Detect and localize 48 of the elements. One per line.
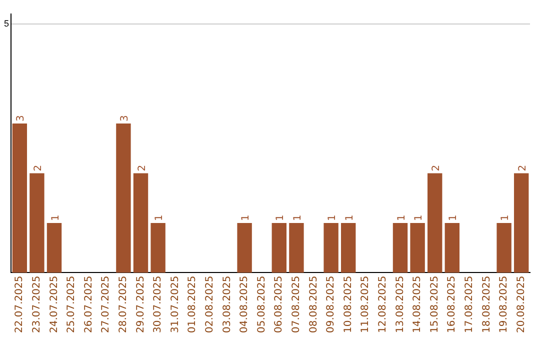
data-label: 2 bbox=[32, 164, 44, 172]
x-tick-label: 05.08.2025 bbox=[256, 276, 268, 334]
x-tick-label: 09.08.2025 bbox=[326, 276, 337, 334]
x-tick-label: 11.08.2025 bbox=[360, 276, 372, 334]
data-label: 1 bbox=[396, 214, 408, 221]
data-label: 1 bbox=[240, 214, 252, 221]
x-tick-label: 23.07.2025 bbox=[32, 276, 43, 334]
x-tick-label: 31.07.2025 bbox=[170, 276, 181, 334]
data-label: 2 bbox=[136, 164, 148, 172]
data-label: 2 bbox=[430, 164, 442, 172]
x-tick-label: 03.08.2025 bbox=[222, 276, 233, 334]
x-tick-label: 10.08.2025 bbox=[342, 276, 354, 334]
x-tick-label: 02.08.2025 bbox=[204, 276, 216, 334]
data-label: 1 bbox=[292, 214, 304, 221]
x-tick-label: 27.07.2025 bbox=[100, 276, 112, 334]
data-label: 1 bbox=[275, 214, 286, 221]
x-tick-label: 25.07.2025 bbox=[66, 276, 78, 334]
x-tick-label: 24.07.2025 bbox=[48, 276, 60, 334]
x-tick-label: 22.07.2025 bbox=[14, 276, 26, 334]
x-tick-label: 07.08.2025 bbox=[291, 276, 302, 334]
x-tick-label: 14.08.2025 bbox=[412, 276, 424, 334]
x-tick-label: 19.08.2025 bbox=[498, 276, 510, 334]
x-tick-label: 06.08.2025 bbox=[274, 276, 285, 334]
x-tick-label: 01.08.2025 bbox=[187, 276, 198, 334]
x-tick-label: 04.08.2025 bbox=[239, 276, 250, 334]
y-tick-label: 5 bbox=[4, 18, 10, 28]
x-tick-label: 30.07.2025 bbox=[152, 276, 164, 334]
x-tick-label: 13.08.2025 bbox=[394, 276, 406, 334]
data-label: 1 bbox=[154, 214, 166, 221]
x-tick-label: 16.08.2025 bbox=[446, 276, 458, 334]
data-label: 1 bbox=[448, 214, 460, 221]
data-label: 3 bbox=[16, 115, 27, 122]
x-tick-label: 15.08.2025 bbox=[429, 276, 440, 334]
x-tick-label: 12.08.2025 bbox=[378, 276, 389, 334]
data-label: 1 bbox=[344, 214, 356, 221]
data-label: 1 bbox=[327, 214, 338, 221]
data-label: 1 bbox=[50, 214, 62, 221]
data-label: 1 bbox=[500, 214, 512, 221]
x-tick-label: 08.08.2025 bbox=[308, 276, 320, 334]
data-label: 2 bbox=[517, 164, 528, 172]
x-tick-label: 18.08.2025 bbox=[481, 276, 492, 334]
data-label: 1 bbox=[414, 214, 425, 221]
x-tick-label: 28.07.2025 bbox=[118, 276, 130, 334]
data-label: 3 bbox=[119, 115, 130, 122]
x-tick-label: 17.08.2025 bbox=[464, 276, 476, 334]
x-tick-label: 20.08.2025 bbox=[516, 276, 527, 334]
x-tick-label: 26.07.2025 bbox=[83, 276, 94, 334]
x-tick-label: 29.07.2025 bbox=[135, 276, 146, 334]
